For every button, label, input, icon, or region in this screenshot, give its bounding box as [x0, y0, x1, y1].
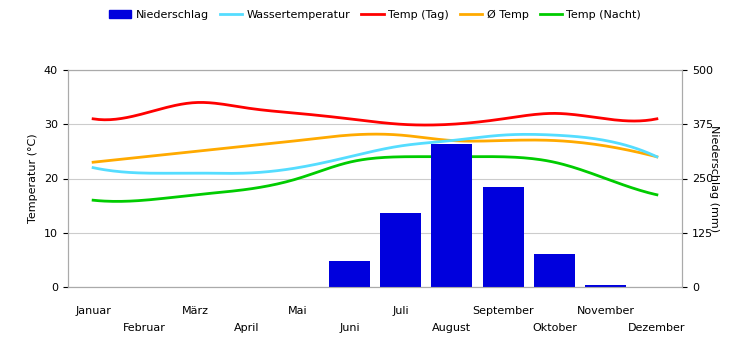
Bar — [585, 285, 626, 287]
Text: Dezember: Dezember — [628, 323, 686, 333]
Bar — [534, 254, 574, 287]
Text: Februar: Februar — [123, 323, 166, 333]
Bar — [328, 261, 370, 287]
Bar — [380, 213, 421, 287]
Legend: Niederschlag, Wassertemperatur, Temp (Tag), Ø Temp, Temp (Nacht): Niederschlag, Wassertemperatur, Temp (Ta… — [104, 6, 646, 25]
Text: August: August — [432, 323, 472, 333]
Text: April: April — [234, 323, 260, 333]
Y-axis label: Niederschlag (mm): Niederschlag (mm) — [709, 125, 719, 232]
Text: September: September — [472, 307, 534, 316]
Text: Juni: Juni — [339, 323, 360, 333]
Text: Mai: Mai — [288, 307, 308, 316]
Bar — [482, 187, 524, 287]
Text: Oktober: Oktober — [532, 323, 577, 333]
Text: November: November — [577, 307, 634, 316]
Bar — [431, 144, 472, 287]
Text: Juli: Juli — [392, 307, 409, 316]
Text: März: März — [182, 307, 209, 316]
Text: Januar: Januar — [75, 307, 111, 316]
Y-axis label: Temperatur (°C): Temperatur (°C) — [28, 134, 38, 223]
